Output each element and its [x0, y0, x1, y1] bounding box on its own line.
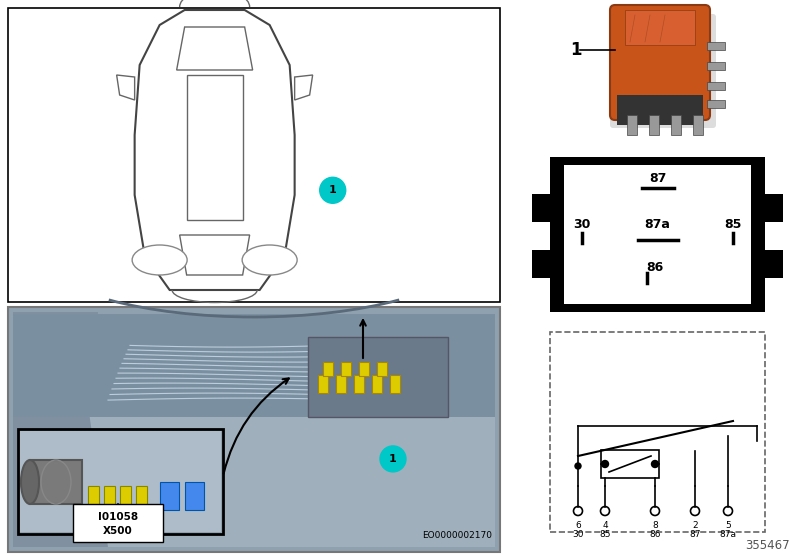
Bar [341, 362, 351, 376]
Bar [372, 375, 382, 393]
Text: 87: 87 [649, 171, 666, 184]
Bar [532, 250, 554, 278]
Bar [617, 95, 703, 125]
Bar [8, 307, 500, 552]
Bar [377, 362, 387, 376]
Circle shape [602, 460, 609, 468]
Bar [18, 429, 223, 534]
Bar [550, 332, 765, 532]
Bar [318, 375, 328, 393]
Text: 30: 30 [574, 218, 591, 231]
Circle shape [320, 178, 346, 203]
Bar [761, 250, 783, 278]
Bar [323, 362, 333, 376]
Text: 86: 86 [650, 530, 661, 539]
Text: 1: 1 [389, 454, 397, 464]
Bar [671, 115, 681, 135]
Ellipse shape [242, 245, 297, 275]
Polygon shape [134, 10, 294, 290]
Bar [649, 115, 659, 135]
Circle shape [601, 506, 610, 516]
Circle shape [380, 446, 406, 472]
Text: 5: 5 [725, 521, 731, 530]
Circle shape [575, 463, 581, 469]
Text: 4: 4 [602, 521, 608, 530]
Bar [550, 157, 765, 312]
Bar [336, 375, 346, 393]
Text: 85: 85 [599, 530, 610, 539]
Bar [186, 75, 242, 220]
Bar [8, 8, 500, 302]
Polygon shape [13, 312, 108, 547]
Bar [185, 482, 204, 510]
Bar [359, 362, 369, 376]
Text: 355467: 355467 [746, 539, 790, 552]
Text: 30: 30 [572, 530, 584, 539]
Text: 87: 87 [690, 530, 701, 539]
Text: 8: 8 [652, 521, 658, 530]
Bar [707, 42, 725, 50]
Bar [627, 115, 637, 135]
Circle shape [690, 506, 699, 516]
Polygon shape [294, 75, 313, 100]
Circle shape [650, 506, 659, 516]
Bar [13, 412, 495, 547]
Bar [136, 486, 147, 506]
FancyBboxPatch shape [610, 14, 716, 128]
Bar [160, 482, 179, 510]
Text: 86: 86 [646, 262, 663, 274]
Bar [13, 314, 495, 417]
Text: 6: 6 [575, 521, 581, 530]
Bar [88, 486, 99, 506]
Circle shape [651, 460, 658, 468]
Text: EO0000002170: EO0000002170 [422, 531, 492, 540]
Circle shape [723, 506, 733, 516]
Text: 87a: 87a [645, 218, 670, 231]
Polygon shape [117, 75, 134, 100]
Bar [601, 450, 659, 478]
Bar [308, 337, 448, 417]
Text: 2: 2 [692, 521, 698, 530]
Ellipse shape [132, 245, 187, 275]
Bar [761, 194, 783, 222]
Bar [532, 194, 554, 222]
Bar [564, 165, 751, 304]
Text: 1: 1 [329, 185, 337, 195]
Bar [390, 375, 400, 393]
Circle shape [574, 506, 582, 516]
Bar [120, 486, 131, 506]
Bar [73, 504, 163, 542]
Bar [20, 431, 221, 532]
Text: I01058: I01058 [98, 511, 138, 521]
Text: X500: X500 [103, 526, 133, 536]
Bar [707, 82, 725, 90]
Text: 87a: 87a [719, 530, 737, 539]
Bar [707, 100, 725, 108]
Bar [30, 460, 82, 504]
Polygon shape [177, 27, 253, 70]
Text: 1: 1 [570, 41, 582, 59]
Bar [707, 62, 725, 70]
Bar [625, 10, 695, 45]
FancyBboxPatch shape [610, 5, 710, 120]
Ellipse shape [21, 460, 39, 504]
Bar [104, 486, 115, 506]
Bar [354, 375, 364, 393]
Polygon shape [180, 235, 250, 275]
Text: 85: 85 [724, 218, 742, 231]
Bar [693, 115, 703, 135]
